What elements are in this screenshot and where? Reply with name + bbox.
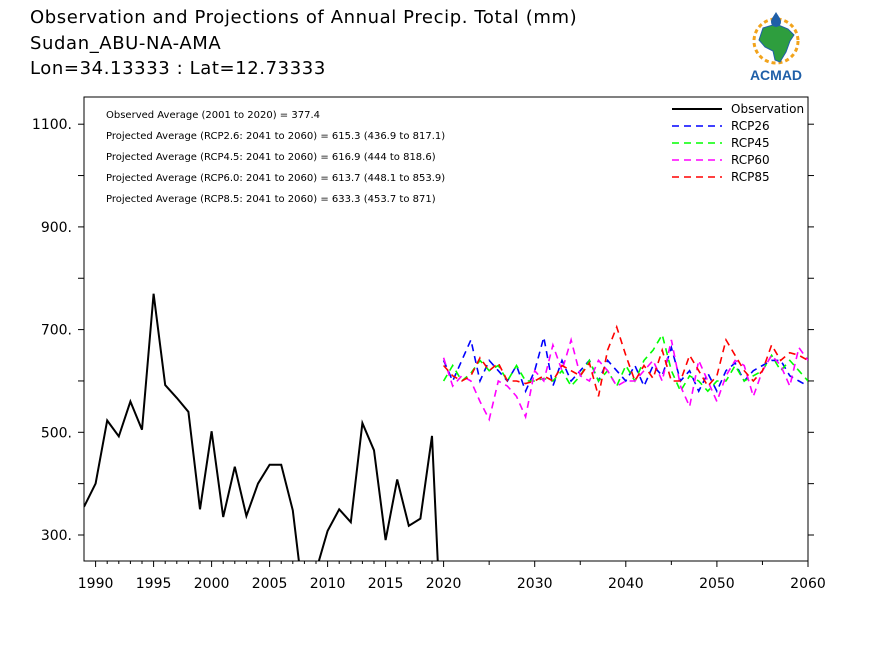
x-tick-label: 1990 xyxy=(78,576,114,592)
y-tick-label: 300. xyxy=(41,528,72,544)
x-tick-label: 2050 xyxy=(699,576,735,592)
annotation-text: Observed Average (2001 to 2020) = 377.4 xyxy=(106,110,320,121)
y-tick-label: 500. xyxy=(41,425,72,441)
logo-text: ACMAD xyxy=(750,67,802,83)
legend-label-observation: Observation xyxy=(731,102,804,116)
chart-axes xyxy=(83,96,809,562)
africa-map-icon xyxy=(758,23,795,63)
station-coordinates: Lon=34.13333 : Lat=12.73333 xyxy=(30,58,326,79)
water-drop-icon xyxy=(771,12,781,27)
chart-title: Observation and Projections of Annual Pr… xyxy=(30,7,578,28)
legend-label-rcp26: RCP26 xyxy=(731,119,770,133)
x-tick-label: 2020 xyxy=(426,576,462,592)
plot-frame xyxy=(83,96,809,562)
x-tick-label: 1995 xyxy=(136,576,172,592)
legend-label-rcp85: RCP85 xyxy=(731,170,770,184)
legend-label-rcp60: RCP60 xyxy=(731,153,770,167)
sun-icon xyxy=(752,17,800,65)
annotation-text: Projected Average (RCP8.5: 2041 to 2060)… xyxy=(106,194,436,205)
x-tick-label: 2005 xyxy=(252,576,288,592)
annotation-text: Projected Average (RCP2.6: 2041 to 2060)… xyxy=(106,131,445,142)
x-tick-label: 2015 xyxy=(368,576,404,592)
series-line-rcp85 xyxy=(443,324,808,397)
acmad-logo: ACMAD xyxy=(736,8,818,86)
station-name: Sudan_ABU-NA-AMA xyxy=(30,33,222,54)
y-tick-label: 1100. xyxy=(32,117,72,133)
chart-annotations: Observed Average (2001 to 2020) = 377.4 P… xyxy=(106,110,445,205)
series-line-observation xyxy=(84,293,439,561)
chart-legend: Observation RCP26 RCP45 RCP60 RCP85 xyxy=(672,102,804,184)
y-tick-label: 900. xyxy=(41,220,72,236)
chart-series xyxy=(84,293,808,561)
x-tick-label: 2060 xyxy=(790,576,826,592)
legend-label-rcp45: RCP45 xyxy=(731,136,770,150)
x-tick-label: 2040 xyxy=(608,576,644,592)
axis-ticks: 1990 1995 2000 2005 2010 2015 2020 2030 2040 2050… xyxy=(32,117,826,592)
y-tick-label: 700. xyxy=(41,323,72,339)
x-tick-label: 2000 xyxy=(194,576,230,592)
series-line-rcp60 xyxy=(442,336,808,422)
x-tick-label: 2010 xyxy=(310,576,346,592)
annotation-text: Projected Average (RCP4.5: 2041 to 2060)… xyxy=(106,152,436,163)
annotation-text: Projected Average (RCP6.0: 2041 to 2060)… xyxy=(106,173,445,184)
x-tick-label: 2030 xyxy=(517,576,553,592)
